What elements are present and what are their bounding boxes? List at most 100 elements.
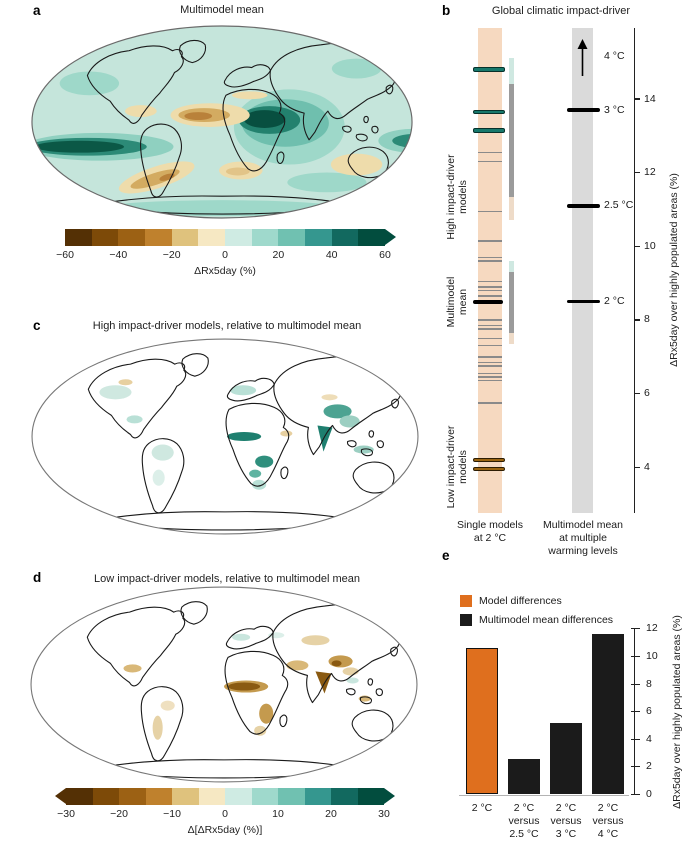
colorbar-right-arrow-icon (385, 229, 396, 245)
colorbar-a: −60 −40 −20 0 20 40 60 ΔRx5day (%) (56, 229, 396, 277)
bar-2-°C-versus-3-°C (550, 723, 582, 795)
model-group-label: Multimodel mean (445, 276, 469, 327)
colorbar-tick-label: 20 (325, 808, 337, 820)
single-models-strip (478, 28, 502, 513)
colorbar-tick-label: −20 (162, 249, 181, 261)
panel-c-letter: c (33, 318, 41, 333)
colorbar-segment (172, 788, 199, 805)
range-bar-teal (509, 261, 514, 273)
bar-2-°C-versus-2.5-°C (508, 759, 540, 795)
model-differences-label: Model differences (479, 595, 562, 607)
y-axis-tick-label: 12 (644, 166, 656, 179)
range-bar-teal (509, 58, 514, 85)
panel-d-title: Low impact-driver models, relative to mu… (94, 573, 360, 585)
colorbar-tick-label: 0 (222, 249, 228, 261)
colorbar-tick-label: −40 (109, 249, 128, 261)
colorbar-tick-label: 60 (379, 249, 391, 261)
colorbar-tick-label: −30 (57, 808, 75, 820)
colorbar-segment (278, 788, 305, 805)
colorbar-segment (251, 788, 278, 805)
panel-a-letter: a (33, 3, 41, 18)
y-axis-tick-label: 10 (646, 650, 658, 662)
y-axis-tick-label: 2 (646, 760, 652, 773)
colorbar-tick-label: 30 (378, 808, 390, 820)
y-axis-tick (631, 683, 640, 685)
colorbar-left-arrow-icon (55, 788, 66, 804)
panel-b-title: Global climatic impact-driver (491, 5, 631, 17)
y-axis-tick-label: 4 (646, 732, 652, 745)
colorbar-tick-label: 40 (325, 249, 338, 261)
colorbar-d-ticks: −30 −20 −10 0 10 20 30 (57, 808, 390, 821)
model-group-label: High impact-driver models (445, 153, 469, 240)
x-axis-category-label: 2 °C versus 2.5 °C (508, 801, 540, 840)
colorbar-segment (251, 229, 279, 246)
colorbar-segment (118, 229, 146, 246)
colorbar-segment (198, 229, 226, 246)
panel-b-y-axis (634, 28, 636, 513)
y-axis-tick-label: 14 (644, 92, 656, 105)
y-axis-tick (631, 711, 640, 713)
colorbar-a-label: ΔRx5day (%) (194, 265, 256, 277)
y-axis-tick-label: 0 (646, 788, 652, 800)
colorbar-tick-label: 10 (272, 808, 284, 820)
colorbar-segment (91, 229, 119, 246)
colorbar-a-segments (65, 229, 386, 246)
range-bar-tan (509, 196, 514, 221)
colorbar-d-bar (55, 788, 395, 805)
colorbar-tick-label: 0 (222, 808, 228, 820)
y-axis-tick (631, 738, 640, 740)
panel-b-y-axis-label: ΔRx5day over highly populated areas (%) (668, 173, 680, 367)
model-differences-swatch (460, 595, 472, 607)
column-label: Multimodel mean at multiple warming levels (543, 519, 623, 557)
warming-level-label: 2.5 °C (604, 199, 634, 212)
colorbar-right-arrow-icon (384, 788, 395, 804)
panel-e-y-axis (634, 628, 636, 795)
colorbar-d-segments (66, 788, 384, 805)
world-map-low-impact-driver (30, 586, 418, 783)
colorbar-segment (198, 788, 225, 805)
x-axis-category-label: 2 °C versus 4 °C (592, 801, 624, 840)
range-bar-gray (509, 272, 514, 333)
bar-2-°C (466, 648, 498, 795)
colorbar-segment (225, 229, 252, 246)
multimodel-mean-differences-label: Multimodel mean differences (479, 614, 614, 626)
colorbar-segment (304, 788, 331, 805)
y-axis-tick (631, 766, 640, 768)
y-axis-tick-label: 10 (644, 239, 656, 252)
colorbar-d: −30 −20 −10 0 10 20 30 Δ[ΔRx5day (%)] (55, 788, 395, 836)
y-axis-tick-label: 6 (646, 705, 652, 718)
warming-level-label: 3 °C (604, 103, 625, 116)
colorbar-a-bar (65, 229, 396, 246)
colorbar-segment (66, 788, 93, 805)
colorbar-d-label: Δ[ΔRx5day (%)] (187, 824, 263, 836)
colorbar-tick-label: −10 (163, 808, 181, 820)
range-bar-gray (509, 84, 514, 197)
colorbar-segment (331, 788, 358, 805)
panel-e-letter: e (442, 548, 450, 563)
colorbar-segment (171, 229, 199, 246)
colorbar-segment (358, 229, 386, 246)
panel-c-title: High impact-driver models, relative to m… (92, 320, 362, 332)
legend-item-model-differences: Model differences (460, 595, 562, 607)
y-axis-tick (631, 628, 640, 630)
panel-e-y-axis-label: ΔRx5day over highly populated areas (%) (671, 615, 683, 809)
colorbar-segment (225, 788, 252, 805)
colorbar-tick-label: −60 (56, 249, 74, 261)
up-arrow-icon (577, 39, 588, 76)
colorbar-segment (145, 229, 172, 246)
y-axis-tick-label: 12 (646, 622, 658, 635)
panel-d-letter: d (33, 570, 42, 585)
colorbar-segment (305, 229, 332, 246)
y-axis-tick-label: 6 (644, 387, 650, 400)
warming-level-label: 2 °C (604, 295, 625, 307)
colorbar-segment (145, 788, 172, 805)
y-axis-tick (631, 793, 640, 796)
warming-level-label: 4 °C (604, 50, 625, 63)
panel-b-letter: b (442, 3, 451, 18)
y-axis-tick-label: 4 (644, 460, 650, 473)
colorbar-segment (119, 788, 146, 805)
column-label: Single models at 2 °C (457, 519, 523, 544)
colorbar-tick-label: −20 (110, 808, 128, 820)
panel-e-baseline (459, 794, 629, 796)
